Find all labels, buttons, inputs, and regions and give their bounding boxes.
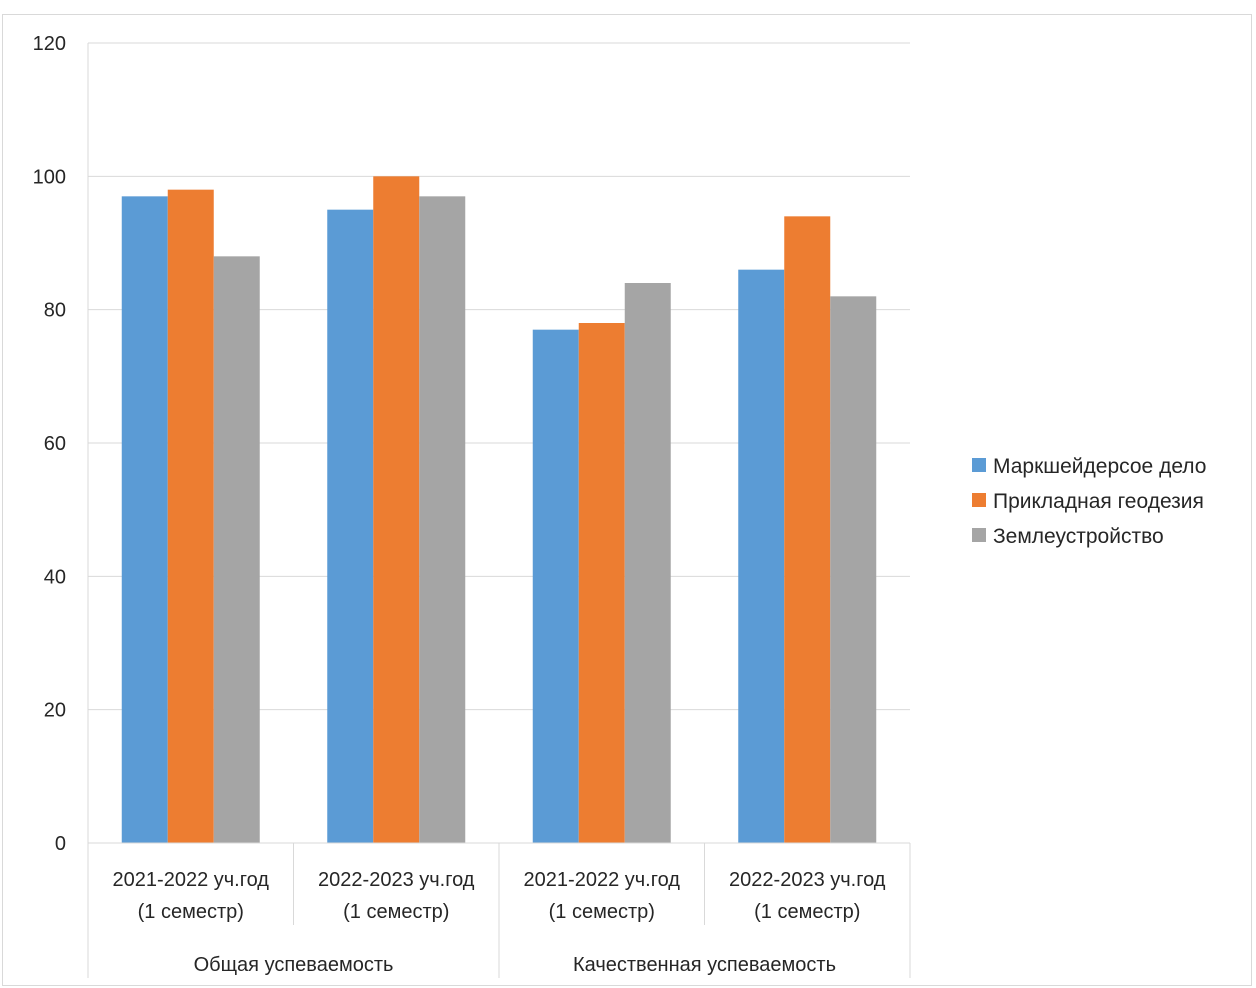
y-tick-label: 40 [44, 566, 66, 588]
y-tick-label: 0 [55, 833, 66, 855]
bar [419, 196, 466, 844]
legend-swatch [972, 458, 986, 472]
bar [784, 216, 831, 844]
legend-swatch [972, 493, 986, 507]
x-axis: 2021-2022 уч.год (1 семестр) 2022-2023 уч.… [87, 43, 911, 978]
legend: Маркшейдерсое дело Прикладная геодезия Зем… [972, 455, 1206, 548]
y-tick-label: 20 [44, 700, 66, 722]
bar [121, 196, 168, 844]
x-category-sublabel: (1 семестр) [343, 901, 449, 923]
x-category-sublabel: (1 семестр) [138, 901, 244, 923]
bar [532, 329, 579, 844]
y-axis-ticks: 0 20 40 60 80 100 120 [33, 33, 66, 855]
bar [738, 269, 785, 844]
bar [327, 209, 374, 843]
y-tick-label: 120 [33, 33, 66, 55]
bar [213, 256, 260, 843]
x-category-label: 2021-2022 уч.год [113, 869, 270, 891]
x-category-sublabel: (1 семестр) [754, 901, 860, 923]
bar [578, 323, 625, 843]
legend-label: Землеустройство [993, 525, 1164, 548]
bar [167, 189, 214, 843]
legend-label: Прикладная геодезия [993, 490, 1204, 513]
x-category-label: 2022-2023 уч.год [729, 869, 886, 891]
x-category-label: 2021-2022 уч.год [524, 869, 681, 891]
x-group-label: Общая успеваемость [194, 954, 394, 976]
x-group-label: Качественная успеваемость [573, 954, 836, 976]
y-tick-label: 60 [44, 433, 66, 455]
x-category-label: 2022-2023 уч.год [318, 869, 475, 891]
legend-swatch [972, 528, 986, 542]
y-tick-label: 100 [33, 166, 66, 188]
bar [830, 296, 877, 843]
bar [624, 283, 671, 843]
x-category-sublabel: (1 семестр) [549, 901, 655, 923]
bars [121, 176, 877, 844]
y-tick-label: 80 [44, 300, 66, 322]
bar [373, 176, 420, 844]
legend-label: Маркшейдерсое дело [993, 455, 1206, 478]
